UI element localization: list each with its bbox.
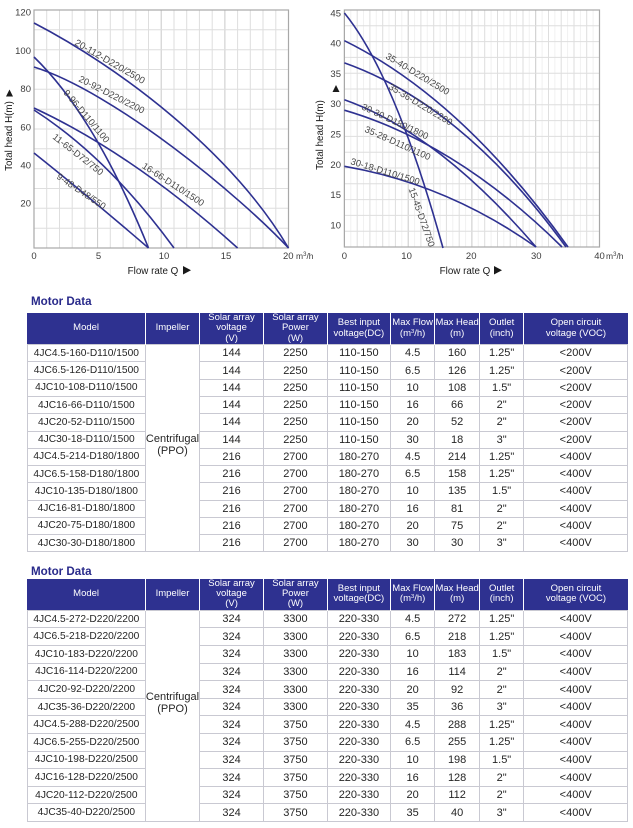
- svg-text:Total head H(m): Total head H(m): [315, 100, 326, 170]
- svg-text:Flow rate Q: Flow rate Q: [128, 266, 179, 277]
- svg-text:15-45-D72/750: 15-45-D72/750: [407, 186, 437, 248]
- svg-text:60: 60: [20, 122, 31, 133]
- svg-text:20: 20: [20, 199, 31, 210]
- svg-text:Total head H(m): Total head H(m): [4, 101, 15, 171]
- svg-text:30: 30: [531, 251, 542, 262]
- svg-text:10: 10: [401, 251, 412, 262]
- svg-text:45: 45: [330, 8, 341, 19]
- svg-text:15: 15: [221, 251, 232, 262]
- svg-text:16-66-D110/1500: 16-66-D110/1500: [140, 161, 206, 208]
- svg-text:40: 40: [330, 39, 341, 50]
- svg-text:0: 0: [31, 251, 36, 262]
- svg-text:80: 80: [20, 84, 31, 95]
- svg-text:30: 30: [330, 99, 341, 110]
- svg-text:35: 35: [330, 69, 341, 80]
- svg-text:15: 15: [330, 190, 341, 201]
- svg-text:20: 20: [283, 251, 294, 262]
- svg-text:m3/h: m3/h: [296, 251, 314, 261]
- svg-text:10: 10: [330, 220, 341, 231]
- svg-text:30-18-D110/1500: 30-18-D110/1500: [349, 156, 420, 187]
- svg-text:20: 20: [466, 251, 477, 262]
- svg-text:40: 40: [20, 161, 31, 172]
- svg-text:9-48-D48/550: 9-48-D48/550: [55, 171, 108, 211]
- svg-text:m3/h: m3/h: [606, 251, 624, 261]
- svg-text:11-65-D72/750: 11-65-D72/750: [51, 132, 105, 178]
- svg-text:10: 10: [159, 251, 170, 262]
- svg-text:20: 20: [330, 160, 341, 171]
- svg-text:25: 25: [330, 130, 341, 141]
- svg-text:Flow rate Q: Flow rate Q: [440, 266, 491, 277]
- svg-text:0: 0: [342, 251, 347, 262]
- svg-text:120: 120: [15, 8, 31, 19]
- svg-text:100: 100: [15, 46, 31, 57]
- svg-text:5: 5: [96, 251, 101, 262]
- svg-text:40: 40: [594, 251, 605, 262]
